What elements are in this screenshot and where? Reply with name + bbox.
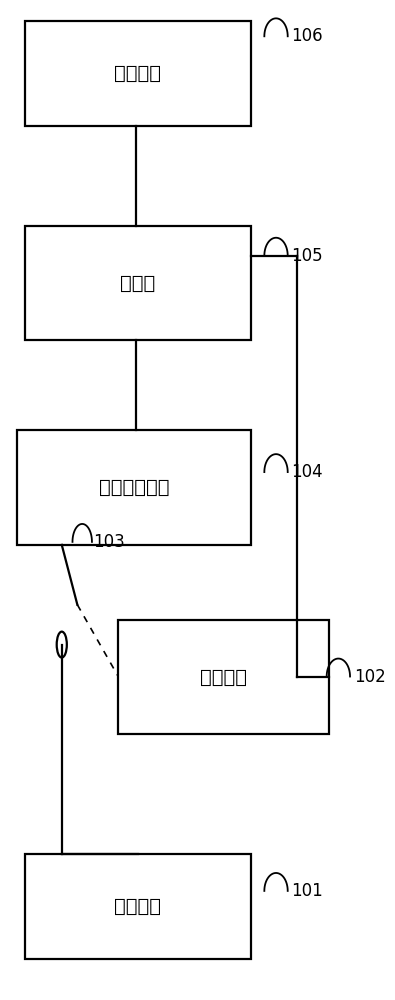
- Bar: [25, 226, 251, 340]
- Text: 103: 103: [93, 533, 125, 551]
- Text: 101: 101: [292, 882, 324, 900]
- Bar: [17, 430, 251, 545]
- Text: 高压发生模块: 高压发生模块: [99, 478, 169, 497]
- Bar: [25, 854, 251, 959]
- Text: 控制模块: 控制模块: [200, 668, 247, 687]
- Text: 102: 102: [354, 668, 386, 686]
- Bar: [118, 620, 329, 734]
- Text: 105: 105: [292, 247, 323, 265]
- Bar: [25, 21, 251, 126]
- Text: 104: 104: [292, 463, 323, 481]
- Text: 电源模块: 电源模块: [114, 897, 161, 916]
- Text: 继电器: 继电器: [120, 274, 155, 293]
- Text: 106: 106: [292, 27, 323, 45]
- Text: 试验触头: 试验触头: [114, 64, 161, 83]
